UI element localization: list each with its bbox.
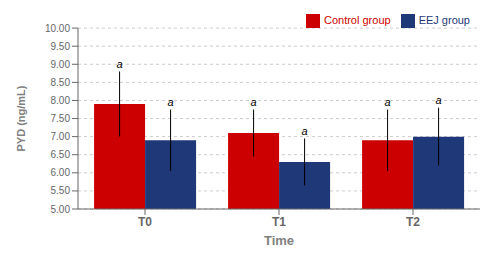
- svg-text:9.50: 9.50: [51, 41, 71, 52]
- svg-text:5.50: 5.50: [51, 185, 71, 196]
- svg-text:T2: T2: [406, 215, 420, 229]
- svg-text:7.50: 7.50: [51, 113, 71, 124]
- svg-text:a: a: [168, 96, 174, 108]
- svg-text:10.00: 10.00: [45, 23, 70, 34]
- svg-text:a: a: [302, 125, 308, 137]
- svg-text:5.00: 5.00: [51, 204, 71, 215]
- svg-text:6.00: 6.00: [51, 167, 71, 178]
- svg-text:T1: T1: [272, 215, 286, 229]
- svg-text:8.00: 8.00: [51, 95, 71, 106]
- svg-text:T0: T0: [138, 215, 152, 229]
- svg-text:a: a: [117, 58, 123, 70]
- svg-text:a: a: [436, 94, 442, 106]
- svg-text:Time: Time: [264, 233, 294, 248]
- svg-text:9.00: 9.00: [51, 59, 71, 70]
- svg-text:a: a: [251, 96, 257, 108]
- html-text:Control group: Control group: [324, 14, 391, 26]
- html-text:EEJ group: EEJ group: [418, 14, 470, 26]
- svg-text:6.50: 6.50: [51, 149, 71, 160]
- svg-text:7.00: 7.00: [51, 131, 71, 142]
- svg-text:8.50: 8.50: [51, 77, 71, 88]
- svg-text:PYD (ng/mL): PYD (ng/mL): [15, 85, 27, 151]
- svg-text:a: a: [385, 96, 391, 108]
